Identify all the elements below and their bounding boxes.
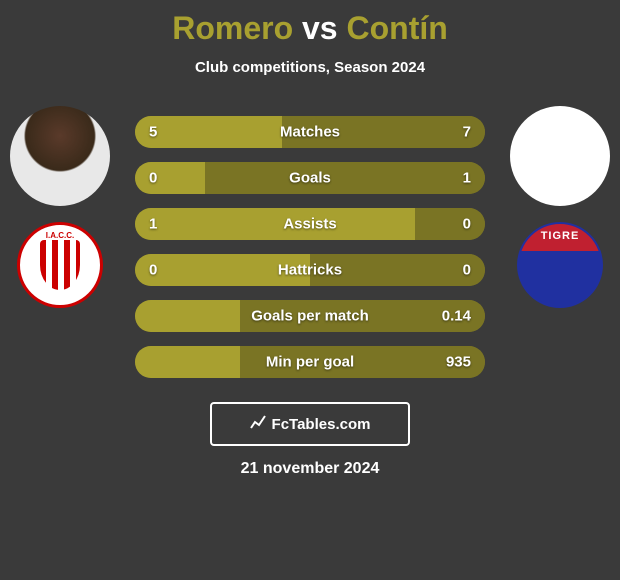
stat-value-right: 0 — [463, 216, 471, 233]
stat-value-left: 0 — [149, 170, 157, 187]
right-column — [505, 106, 615, 308]
stat-value-right: 0 — [463, 262, 471, 279]
page-title: Romero vs Contín — [0, 10, 620, 47]
stat-value-left: 5 — [149, 124, 157, 141]
stat-value-left: 0 — [149, 262, 157, 279]
stat-row: Min per goal935 — [135, 346, 485, 378]
stats-icon — [250, 414, 266, 435]
stat-value-left: 1 — [149, 216, 157, 233]
stat-value-right: 1 — [463, 170, 471, 187]
player1-avatar — [10, 106, 110, 206]
stat-row: Matches5 7 — [135, 116, 485, 148]
comparison-container: Romero vs Contín Club competitions, Seas… — [0, 0, 620, 580]
stat-value-right: 7 — [463, 124, 471, 141]
stat-row: Goals0 1 — [135, 162, 485, 194]
stat-label: Goals per match — [135, 308, 485, 325]
left-column — [5, 106, 115, 308]
stat-row: Goals per match0.14 — [135, 300, 485, 332]
title-vs: vs — [302, 10, 338, 46]
date-label: 21 november 2024 — [0, 460, 620, 478]
player1-club-badge — [17, 222, 103, 308]
player2-avatar — [510, 106, 610, 206]
stat-label: Assists — [135, 216, 485, 233]
title-player1: Romero — [172, 10, 293, 46]
stats-bars: Matches57Goals01Assists10Hattricks00Goal… — [135, 106, 485, 378]
stat-value-right: 0.14 — [442, 308, 471, 325]
stat-label: Matches — [135, 124, 485, 141]
content-row: Matches57Goals01Assists10Hattricks00Goal… — [0, 106, 620, 378]
stat-label: Min per goal — [135, 354, 485, 371]
stat-label: Hattricks — [135, 262, 485, 279]
stat-value-right: 935 — [446, 354, 471, 371]
subtitle: Club competitions, Season 2024 — [0, 59, 620, 76]
player2-club-badge — [517, 222, 603, 308]
source-badge: FcTables.com — [210, 402, 410, 446]
title-player2: Contín — [346, 10, 447, 46]
source-text: FcTables.com — [272, 416, 371, 433]
stat-label: Goals — [135, 170, 485, 187]
stat-row: Hattricks0 0 — [135, 254, 485, 286]
stat-row: Assists1 0 — [135, 208, 485, 240]
